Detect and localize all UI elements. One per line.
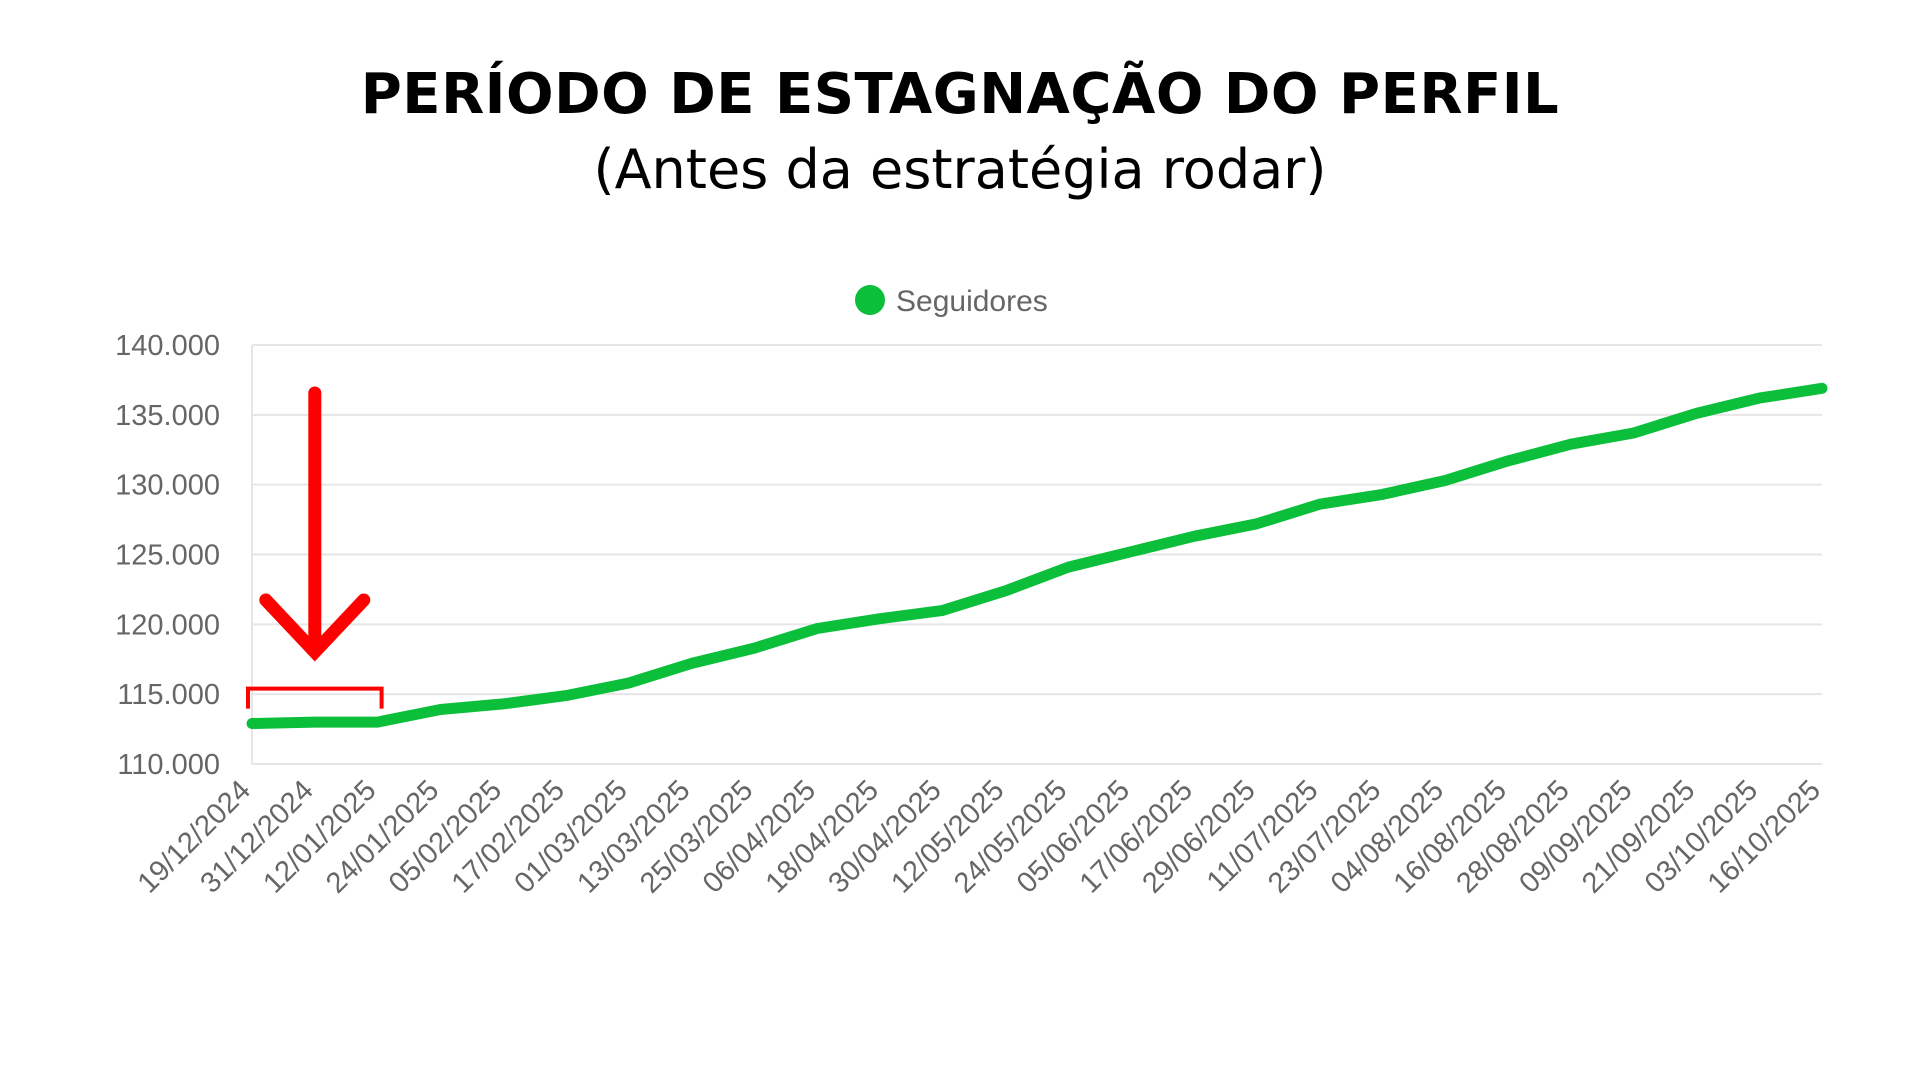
arrow-head [259,593,371,662]
y-tick-label: 140.000 [115,330,220,362]
series-layer [246,382,1828,729]
chart-subtitle: (Antes da estratégia rodar) [593,138,1327,201]
y-tick-label: 130.000 [115,470,220,502]
x-axis: 19/12/202431/12/202412/01/202524/01/2025… [132,774,1827,899]
legend[interactable]: Seguidores [855,285,1048,318]
y-tick-label: 115.000 [117,679,220,711]
y-tick-label: 125.000 [115,540,220,572]
legend-label-seguidores[interactable]: Seguidores [896,285,1048,318]
y-axis: 110.000 115.000 120.000 125.000 130.000 135.0… [115,330,220,781]
series-line-seguidores [246,382,1828,729]
stagnation-bracket [246,686,384,709]
grid-lines [251,344,1822,765]
y-tick-label: 110.000 [117,749,220,781]
legend-marker[interactable] [855,285,885,315]
y-tick-label: 120.000 [115,609,220,641]
annotation-layer [246,386,384,709]
y-tick-label: 135.000 [115,400,220,432]
chart-title: PERÍODO DE ESTAGNAÇÃO DO PERFIL [360,62,1560,127]
